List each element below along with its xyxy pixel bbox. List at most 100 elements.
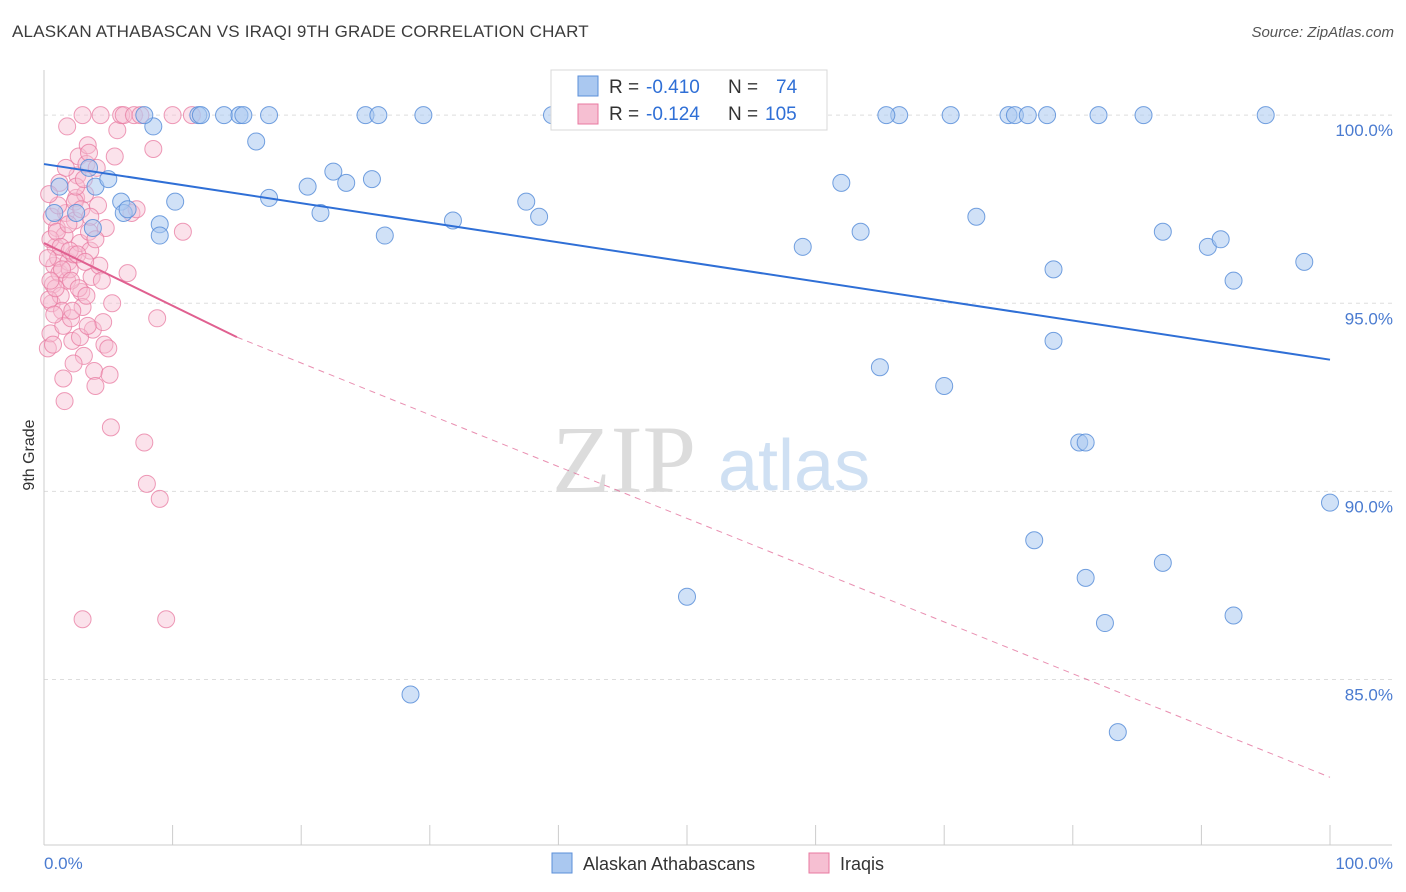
alaskan-athabascans-point bbox=[1134, 106, 1153, 125]
alaskan-athabascans-point bbox=[1044, 331, 1063, 350]
alaskan-athabascans-point bbox=[1108, 723, 1127, 742]
trend-lines bbox=[43, 163, 1331, 778]
correlation-legend: R = -0.410 N = 74 R = -0.124 N = 105 bbox=[550, 69, 828, 131]
alaskan-athabascans-point bbox=[166, 192, 185, 211]
iraqis-point bbox=[73, 610, 92, 629]
alaskan-athabascans-point bbox=[118, 200, 137, 219]
iraqis-point bbox=[69, 279, 88, 298]
x-tick-label-0: 0.0% bbox=[44, 854, 83, 873]
alaskan-athabascans-point bbox=[247, 132, 266, 151]
alaskan-athabascans-point bbox=[50, 177, 69, 196]
bottom-legend-blue-swatch bbox=[551, 852, 573, 874]
iraqis-point bbox=[63, 301, 82, 320]
alaskan-athabascans-point bbox=[234, 106, 253, 125]
y-axis-label: 9th Grade bbox=[21, 419, 38, 490]
alaskan-athabascans-point bbox=[1044, 260, 1063, 279]
alaskan-athabascans-point bbox=[45, 203, 64, 222]
iraqis-point bbox=[135, 433, 154, 452]
iraqis-point bbox=[173, 222, 192, 241]
bottom-legend-pink-swatch bbox=[808, 852, 830, 874]
legend-pink-n-value: 105 bbox=[765, 104, 797, 125]
iraqis-point bbox=[157, 610, 176, 629]
alaskan-athabascans-point bbox=[150, 226, 169, 245]
alaskan-athabascans-point bbox=[1321, 493, 1339, 512]
alaskan-athabascans-point bbox=[678, 587, 696, 606]
alaskan-athabascans-point bbox=[941, 106, 960, 125]
alaskan-athabascans-point bbox=[967, 207, 986, 226]
iraqis-point bbox=[41, 271, 60, 290]
alaskan-athabascans-point bbox=[851, 222, 870, 241]
alaskan-athabascans-point bbox=[337, 173, 356, 192]
iraqis-point bbox=[74, 346, 93, 365]
watermark-atlas: atlas bbox=[718, 426, 870, 506]
iraqis-point bbox=[76, 252, 95, 271]
iraqis-point bbox=[137, 474, 156, 493]
iraqis-point bbox=[86, 377, 105, 396]
gridlines bbox=[44, 114, 1392, 680]
alaskan-athabascans-point bbox=[1256, 106, 1275, 125]
alaskan-athabascans-point bbox=[1025, 531, 1044, 550]
iraqis-point bbox=[44, 335, 63, 354]
iraqis-point bbox=[78, 316, 97, 335]
iraqis-point bbox=[58, 117, 77, 136]
iraqis-point bbox=[148, 309, 167, 328]
alaskan-athabascans-point bbox=[832, 173, 851, 192]
x-tick-label-1: 100.0% bbox=[1335, 854, 1393, 873]
iraqis-point bbox=[118, 264, 137, 283]
iraqis-point bbox=[150, 489, 169, 508]
y-tick-label-2: 95.0% bbox=[1345, 309, 1393, 328]
alaskan-athabascans-point bbox=[375, 226, 394, 245]
legend-pink-swatch bbox=[577, 103, 599, 125]
alaskan-athabascans-point bbox=[135, 106, 154, 125]
legend-pink-r-label: R = bbox=[609, 104, 639, 125]
legend-blue-swatch bbox=[577, 75, 599, 97]
alaskan-athabascans-point bbox=[1076, 433, 1095, 452]
series-legend: Alaskan Athabascans Iraqis bbox=[551, 852, 884, 874]
alaskan-athabascans-point bbox=[877, 106, 896, 125]
legend-pink-r-value: -0.124 bbox=[646, 104, 700, 125]
alaskan-athabascans-trend-line bbox=[43, 163, 1331, 361]
iraqis-point bbox=[38, 249, 57, 268]
alaskan-athabascans-point bbox=[369, 106, 388, 125]
iraqis-point bbox=[80, 143, 99, 162]
alaskan-athabascans-point bbox=[191, 106, 210, 125]
iraqis-point bbox=[103, 294, 122, 313]
iraqis-point bbox=[99, 339, 118, 358]
alaskan-athabascans-point bbox=[1295, 252, 1314, 271]
chart-title: ALASKAN ATHABASCAN VS IRAQI 9TH GRADE CO… bbox=[12, 22, 589, 41]
alaskan-athabascans-point bbox=[1089, 106, 1108, 125]
iraqis-point bbox=[55, 392, 74, 411]
alaskan-athabascans-point bbox=[517, 192, 536, 211]
iraqis-point bbox=[105, 147, 124, 166]
alaskan-athabascans-point bbox=[324, 162, 343, 181]
alaskan-athabascans-point bbox=[1153, 222, 1172, 241]
bottom-legend-blue-label: Alaskan Athabascans bbox=[583, 854, 755, 874]
iraqis-point bbox=[64, 354, 83, 373]
alaskan-athabascans-point bbox=[215, 106, 234, 125]
iraqis-point bbox=[144, 140, 163, 159]
iraqis-point bbox=[62, 271, 81, 290]
iraqis-point bbox=[91, 106, 110, 125]
alaskan-athabascans-point bbox=[1224, 606, 1243, 625]
legend-blue-n-label: N = bbox=[728, 77, 758, 98]
alaskan-athabascans-point bbox=[80, 158, 99, 177]
iraqis-point bbox=[78, 136, 97, 155]
watermark-zip: ZIP bbox=[552, 406, 696, 513]
alaskan-athabascans-point bbox=[1018, 106, 1037, 125]
alaskan-athabascans-point bbox=[870, 358, 889, 377]
iraqis-points bbox=[38, 106, 201, 629]
alaskan-athabascans-point bbox=[67, 203, 86, 222]
axes bbox=[43, 70, 1392, 846]
source-label: Source: ZipAtlas.com bbox=[1251, 24, 1394, 41]
iraqis-trend-extension bbox=[236, 336, 1331, 778]
iraqis-point bbox=[94, 313, 113, 332]
alaskan-athabascans-point bbox=[1211, 230, 1230, 249]
alaskan-athabascans-point bbox=[1038, 106, 1057, 125]
y-tick-label-3: 100.0% bbox=[1335, 121, 1393, 140]
iraqis-point bbox=[77, 286, 96, 305]
y-tick-label-1: 90.0% bbox=[1345, 497, 1393, 516]
alaskan-athabascans-point bbox=[793, 237, 812, 256]
iraqis-point bbox=[73, 298, 92, 317]
alaskan-athabascans-point bbox=[1095, 614, 1114, 633]
iraqis-point bbox=[45, 305, 64, 324]
